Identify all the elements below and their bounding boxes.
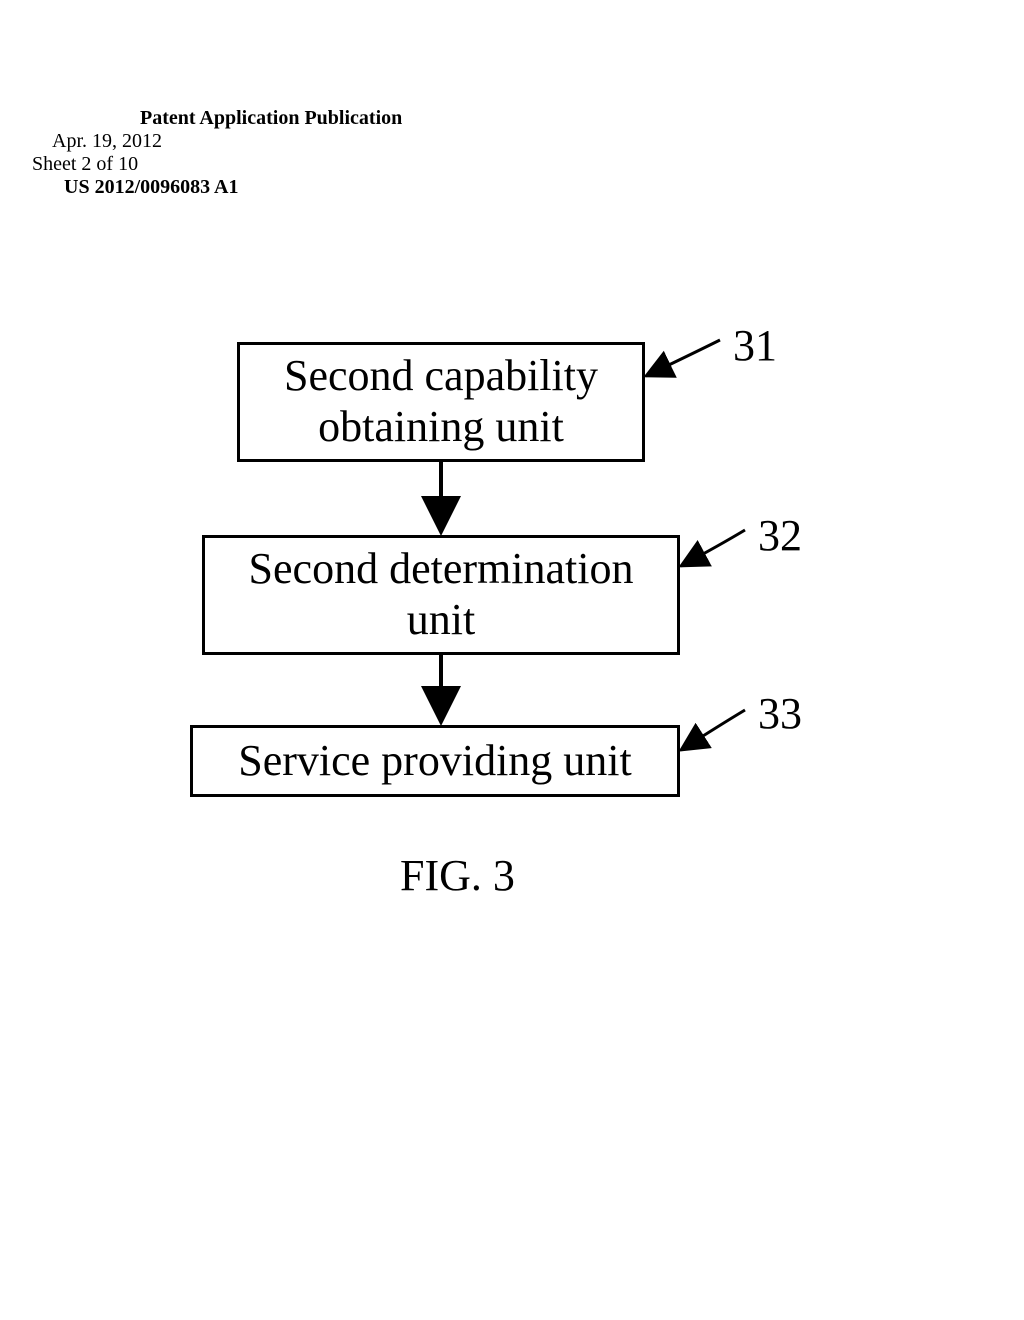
flowchart-fig3: Second capability obtaining unit 31 Seco… — [0, 0, 1024, 1320]
leader-31 — [646, 340, 720, 376]
leader-32 — [681, 530, 745, 566]
leader-33 — [681, 710, 745, 750]
connectors-overlay — [0, 0, 1024, 1320]
page: Patent Application Publication Apr. 19, … — [0, 0, 1024, 1320]
